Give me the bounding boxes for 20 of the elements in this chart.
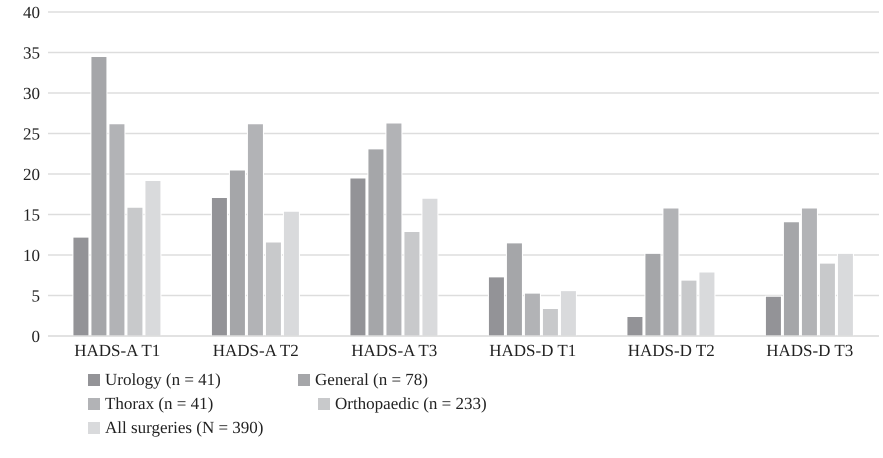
y-tick-label: 25: [23, 124, 40, 144]
y-tick-label: 5: [32, 286, 40, 306]
x-tick-label: HADS-D T2: [628, 341, 715, 360]
y-tick-label: 15: [23, 206, 40, 225]
y-tick-label: 20: [23, 165, 40, 184]
legend-label: All surgeries (N = 390): [105, 418, 264, 438]
y-tick-label: 30: [23, 84, 40, 104]
y-tick-label: 40: [23, 3, 40, 22]
legend-label: Urology (n = 41): [105, 370, 221, 390]
y-tick-label: 0: [32, 327, 40, 346]
y-tick-label: 10: [23, 246, 40, 266]
legend-label: Orthopaedic (n = 233): [335, 394, 487, 414]
legend-label: General (n = 78): [315, 370, 428, 390]
y-tick-label: 35: [23, 44, 40, 63]
x-tick-label: HADS-A T1: [74, 341, 160, 360]
x-tick-label: HADS-D T3: [766, 341, 854, 360]
x-tick-label: HADS-A T2: [212, 341, 299, 360]
legend-label: Thorax (n = 41): [105, 394, 214, 414]
x-tick-label: HADS-A T3: [351, 341, 438, 360]
x-tick-label: HADS-D T1: [489, 341, 576, 360]
